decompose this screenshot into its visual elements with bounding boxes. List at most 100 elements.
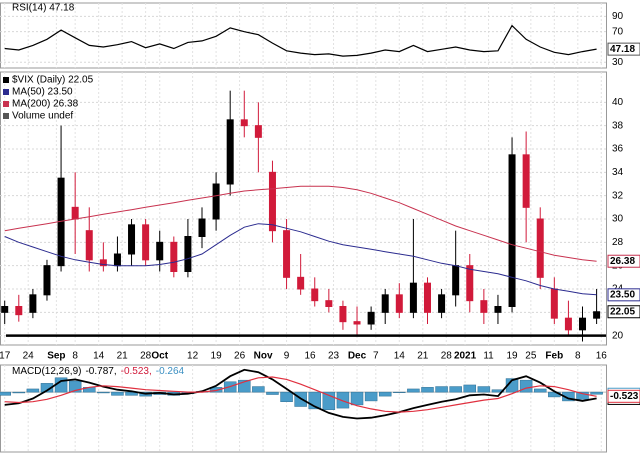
legend-swatch <box>3 77 9 83</box>
value-tag-box <box>607 389 640 403</box>
candle-body <box>128 224 136 255</box>
y-tick-label: 70 <box>612 26 624 37</box>
candle-body <box>325 300 333 307</box>
histogram-bar <box>407 388 420 393</box>
legend-swatch <box>3 113 9 119</box>
histogram-bar <box>97 391 110 394</box>
x-tick-label: 26 <box>234 351 246 362</box>
x-tick-label: Feb <box>545 351 563 362</box>
x-tick-label: 19 <box>506 351 518 362</box>
value-tag-box <box>607 305 640 319</box>
value-tag: 22.05 <box>610 306 635 317</box>
x-tick-label: 21 <box>117 351 129 362</box>
histogram-bar <box>519 379 533 393</box>
histogram-bar <box>435 386 448 393</box>
y-tick-label: 28 <box>612 237 624 248</box>
histogram-bar <box>449 386 462 393</box>
histogram-bar <box>576 391 589 400</box>
candle-body <box>1 306 9 313</box>
histogram-bar <box>68 380 82 393</box>
histogram-bar <box>505 378 519 393</box>
panel <box>0 2 607 69</box>
value-tag: 47.18 <box>610 44 635 55</box>
legend-entry: Volume undef <box>12 111 73 122</box>
candle-body <box>254 125 262 138</box>
candle-body <box>283 230 291 278</box>
y-tick-label: 20 <box>612 330 624 341</box>
series-line <box>4 185 597 262</box>
histogram-bar <box>364 391 378 402</box>
candle-body <box>198 218 206 237</box>
candle-body <box>536 218 544 278</box>
legend-swatch <box>3 89 9 95</box>
x-tick-label: 16 <box>304 351 316 362</box>
candle-body <box>99 259 107 267</box>
x-tick-label: 16 <box>596 351 608 362</box>
y-tick-label: 36 <box>612 144 624 155</box>
x-tick-label: 8 <box>575 351 581 362</box>
histogram-bar <box>533 388 547 393</box>
histogram-bar <box>40 383 54 393</box>
histogram-bar <box>393 391 406 393</box>
legend-entry: $VIX (Daily) 22.05 <box>12 75 94 86</box>
panel <box>0 364 607 453</box>
panel-title: RSI(14) 47.18 <box>12 3 75 14</box>
x-tick-label: 24 <box>23 351 35 362</box>
candle-body <box>184 236 192 272</box>
x-tick-label: 28 <box>140 351 152 362</box>
value-tag: 26.38 <box>610 256 635 267</box>
series-line <box>4 24 597 57</box>
candle-body <box>212 183 220 220</box>
series-line <box>4 223 597 296</box>
legend-swatch <box>3 101 9 107</box>
histogram-bar <box>590 391 603 395</box>
candle-body <box>550 288 558 319</box>
y-tick-label: 30 <box>612 214 624 225</box>
y-tick-label: 30 <box>612 57 624 68</box>
candle-body <box>579 317 587 331</box>
candle-body <box>156 241 164 261</box>
series-line <box>4 376 597 413</box>
legend-entry: MACD(12,26,9) <box>12 366 81 377</box>
y-tick-label: 38 <box>612 120 624 131</box>
histogram-bar <box>111 391 124 396</box>
candle-body <box>508 154 516 307</box>
candle-body <box>480 300 488 313</box>
candle-body <box>564 317 572 331</box>
x-tick-label: Nov <box>254 351 273 362</box>
histogram-bar <box>252 386 265 393</box>
candle-body <box>170 241 178 272</box>
x-tick-label: 2021 <box>454 351 477 362</box>
candle-body <box>494 306 502 313</box>
x-tick-label: Dec <box>348 351 367 362</box>
x-tick-label: 25 <box>525 351 537 362</box>
series-line <box>4 368 597 420</box>
x-tick-label: 8 <box>72 351 78 362</box>
candle-body <box>593 311 601 319</box>
value-tag: 23.50 <box>610 289 635 300</box>
candle-body <box>85 230 93 261</box>
candle-body <box>522 154 530 208</box>
x-tick-label: 12 <box>187 351 199 362</box>
histogram-bar <box>266 391 279 395</box>
candle-body <box>339 306 347 323</box>
candle-body <box>367 311 375 325</box>
legend-entry: -0.264 <box>156 366 185 377</box>
y-tick-label: 34 <box>612 167 624 178</box>
histogram-bar <box>491 389 505 393</box>
histogram-bar <box>280 391 293 402</box>
panel <box>0 71 607 346</box>
y-tick-label: 40 <box>612 97 624 108</box>
x-tick-label: Oct <box>151 351 168 362</box>
candle-body <box>353 321 361 325</box>
candle-body <box>409 282 417 313</box>
y-tick-label: 90 <box>612 11 624 22</box>
histogram-bar <box>477 386 491 393</box>
value-tag-box <box>607 254 640 268</box>
histogram-bar <box>421 387 434 393</box>
histogram-bar <box>562 391 575 402</box>
candle-body <box>43 265 51 296</box>
histogram-bar <box>26 388 40 393</box>
value-tag-box <box>607 288 640 302</box>
value-tag-box <box>607 42 640 56</box>
